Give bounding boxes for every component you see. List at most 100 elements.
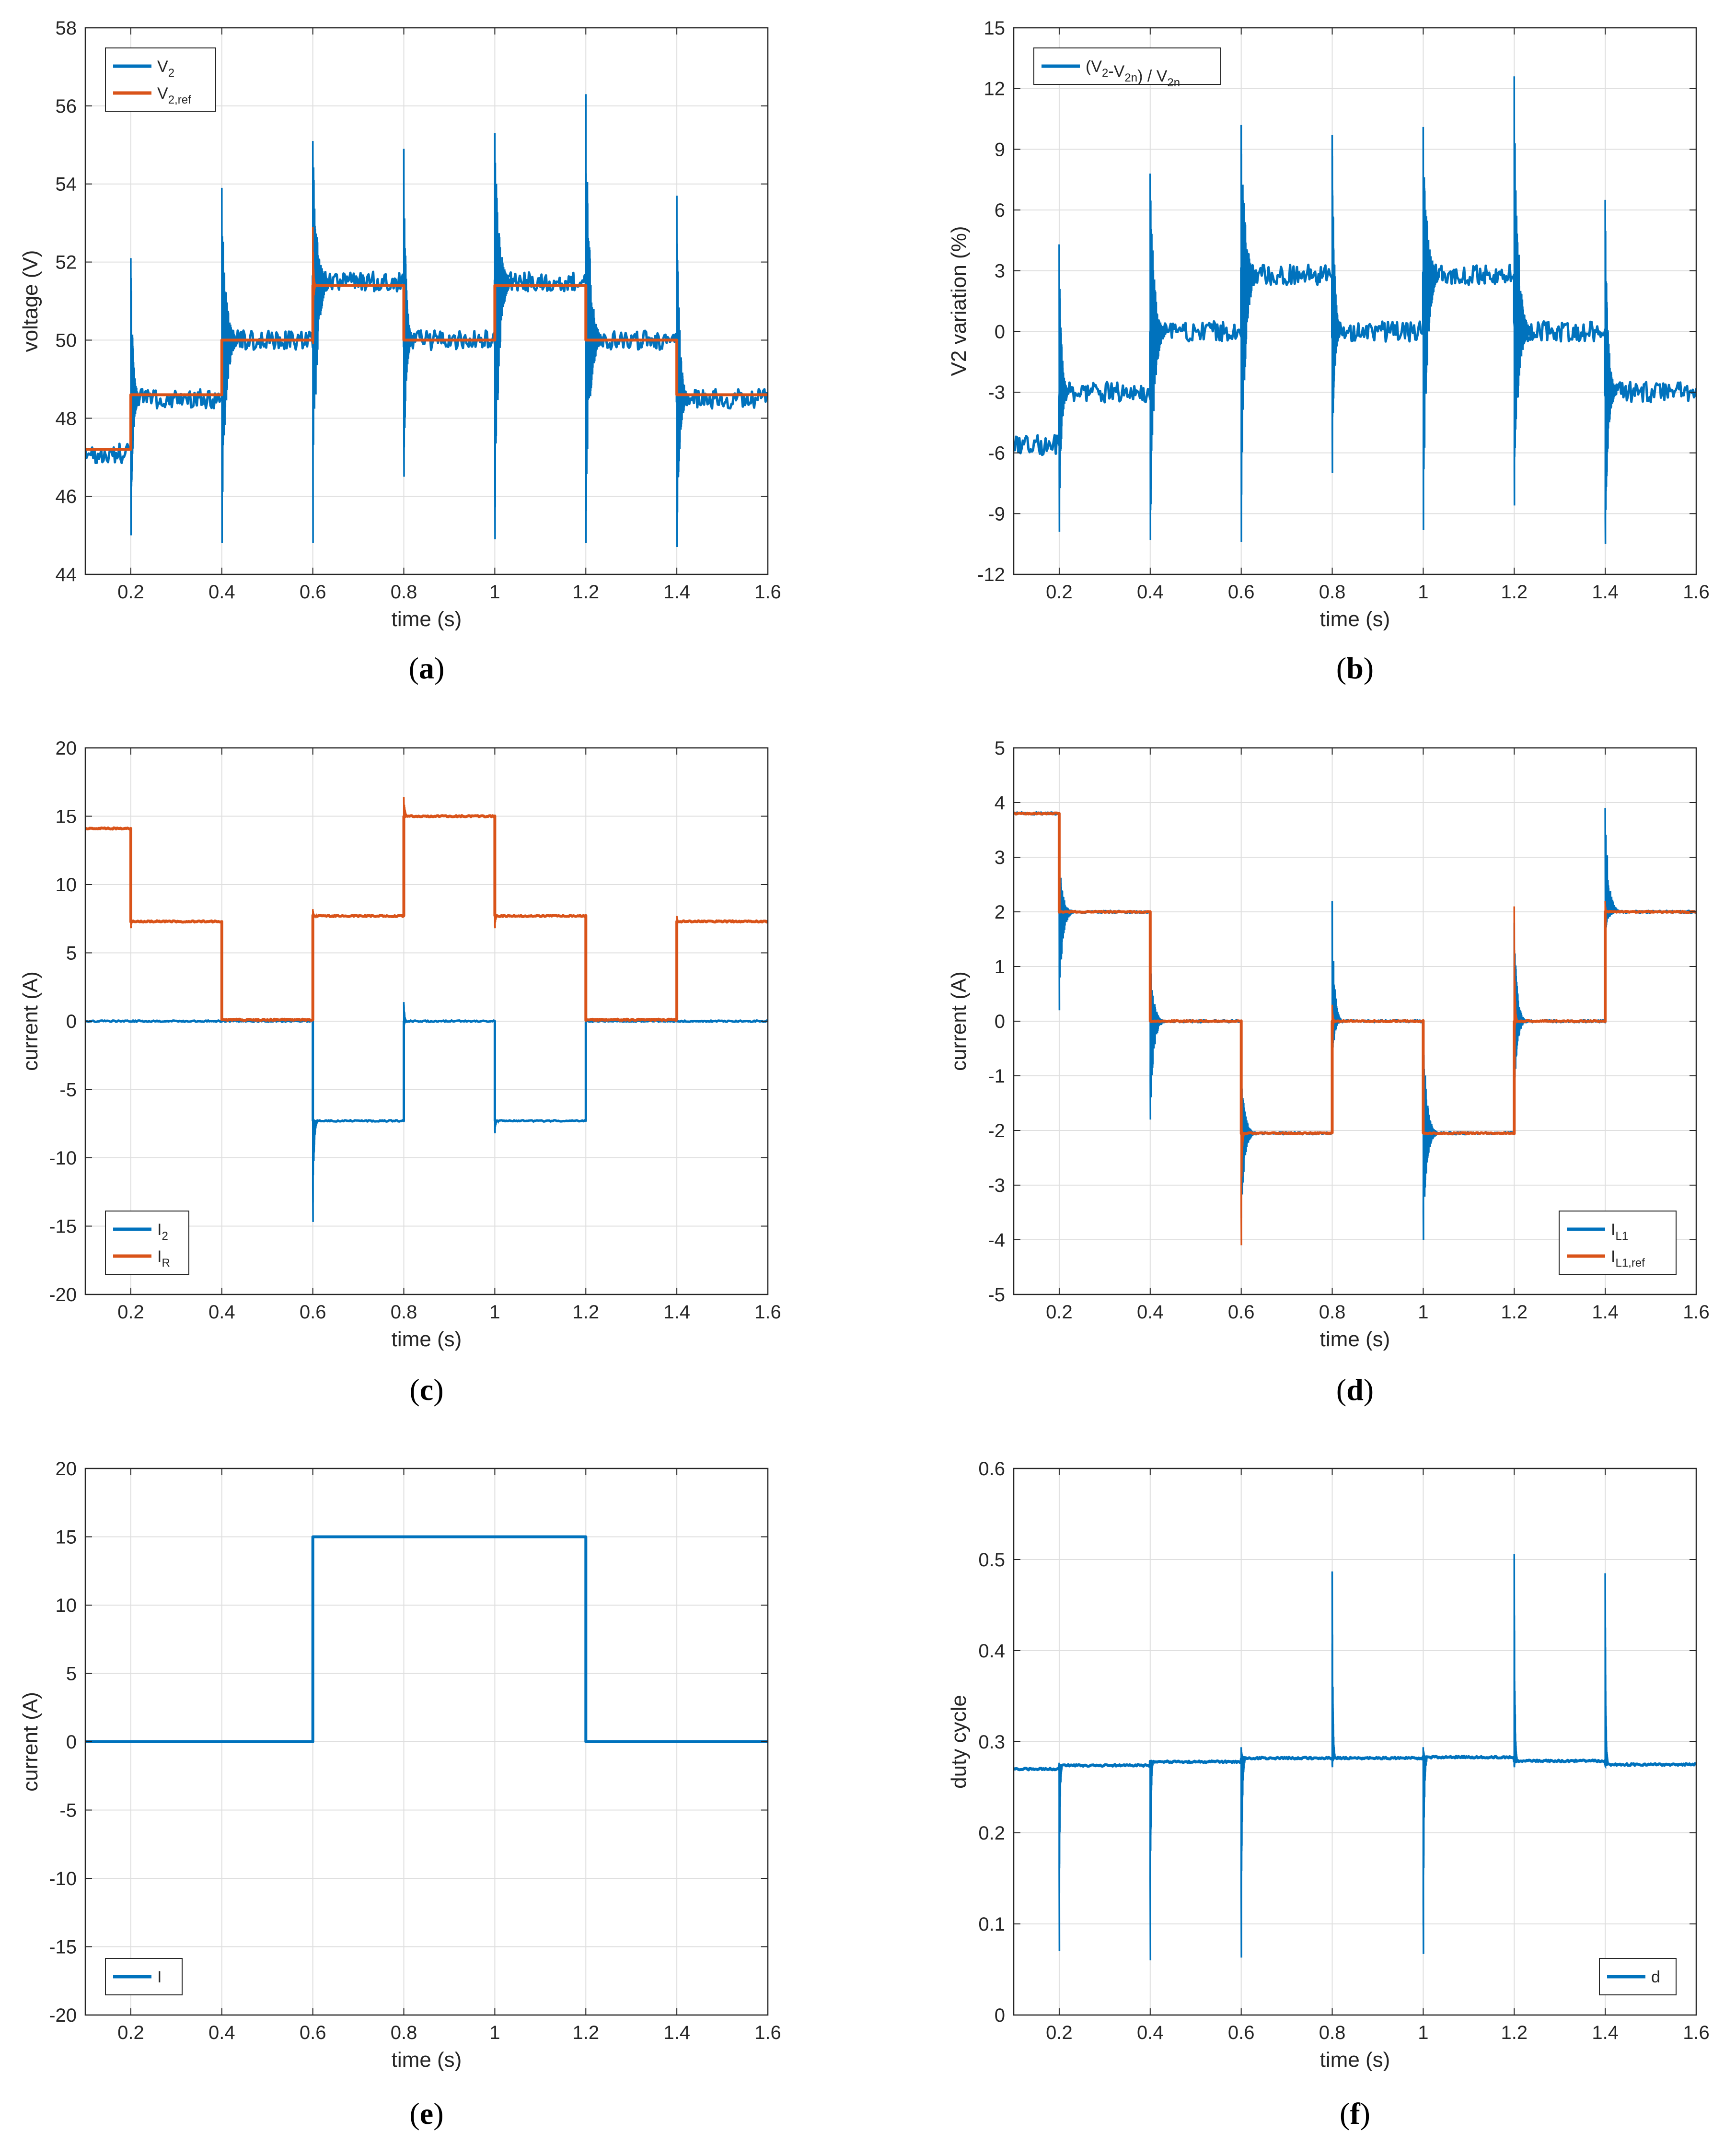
- y-axis-label: voltage (V): [19, 250, 42, 352]
- transient-spike: [1331, 135, 1343, 473]
- y-tick-label: -4: [988, 1230, 1005, 1251]
- x-tick-label: 0.2: [1046, 582, 1073, 603]
- y-tick-label: 5: [66, 1664, 77, 1685]
- x-tick-label: 0.6: [1228, 1302, 1255, 1323]
- transient-spike: [1331, 1004, 1336, 1049]
- x-tick-label: 0.8: [391, 2022, 417, 2043]
- y-tick-label: 15: [56, 1527, 77, 1548]
- transient-spike: [403, 797, 409, 818]
- transient-spike: [1513, 76, 1531, 506]
- y-tick-label: 0: [995, 2005, 1005, 2026]
- x-tick-label: 0.2: [1046, 1302, 1073, 1323]
- x-tick-label: 1.2: [1501, 1302, 1528, 1323]
- legend: V2 V2,ref: [105, 47, 216, 112]
- x-tick-label: 1.2: [572, 582, 599, 603]
- x-axis-label: time (s): [392, 607, 462, 631]
- y-tick-label: 3: [995, 261, 1005, 282]
- y-tick-label: -6: [988, 443, 1005, 464]
- x-tick-label: 0.4: [1137, 1302, 1164, 1323]
- x-tick-label: 1: [489, 582, 500, 603]
- y-axis-label: current (A): [947, 971, 971, 1071]
- y-axis-label: V2 variation (%): [947, 226, 971, 376]
- legend-label: (V2-V2n) / V2n: [1086, 58, 1180, 89]
- x-tick-label: 1.2: [1501, 2022, 1528, 2043]
- transient-spike: [403, 1002, 408, 1028]
- y-tick-label: 0.4: [978, 1641, 1005, 1662]
- transient-spike: [1604, 1573, 1609, 1770]
- chart-f: 0.2 0.4 0.6 0.8 1 1.2 1.4 1.6 0 0.1 0.2 0.3 0.4 0.5 0.…: [947, 1458, 1710, 2131]
- y-tick-label: 48: [56, 408, 77, 429]
- y-tick-label: -5: [59, 1800, 77, 1821]
- transient-spike: [1240, 1747, 1246, 1958]
- series-line-i-2: [85, 1019, 768, 1123]
- y-tick-label: -15: [49, 1216, 77, 1237]
- y-tick-label: 1: [995, 956, 1005, 978]
- y-tick-label: 0: [995, 1011, 1005, 1032]
- legend: d: [1599, 1958, 1677, 1995]
- y-tick-label: 0.6: [978, 1458, 1005, 1479]
- x-tick-label: 0.4: [1137, 582, 1164, 603]
- y-tick-label: 0: [66, 1011, 77, 1032]
- chart-c: 0.2 0.4 0.6 0.8 1 1.2 1.4 1.6 -20 -15 -10 -5 0 5 10 15 2…: [19, 738, 781, 1407]
- legend-label: I2: [157, 1221, 168, 1243]
- series-line-v-2-ref: [85, 284, 768, 451]
- x-tick-label: 1: [489, 2022, 500, 2043]
- x-tick-label: 1.6: [754, 2022, 781, 2043]
- x-axis-label: time (s): [392, 1328, 462, 1351]
- y-tick-label: 56: [56, 96, 77, 117]
- x-tick-label: 0.8: [1319, 582, 1346, 603]
- transient-spike: [1149, 173, 1167, 540]
- x-tick-label: 0.2: [1046, 2022, 1073, 2043]
- legend-box: [105, 1211, 189, 1275]
- transient-spike: [585, 94, 603, 543]
- legend-box: [105, 47, 216, 112]
- y-tick-label: 20: [56, 738, 77, 759]
- x-tick-label: 1.6: [1683, 1302, 1710, 1323]
- y-tick-label: -2: [988, 1120, 1005, 1142]
- y-tick-label: -10: [49, 1148, 77, 1169]
- transient-spike: [494, 910, 499, 929]
- transient-spike: [1058, 1762, 1063, 1952]
- y-tick-label: 6: [995, 200, 1005, 221]
- x-tick-label: 0.4: [208, 1302, 235, 1323]
- y-tick-label: 4: [995, 792, 1005, 814]
- panel-caption: (b): [1336, 651, 1374, 685]
- x-tick-label: 1.4: [663, 1302, 690, 1323]
- series-line-d: [1014, 1755, 1696, 1771]
- y-axis-label: duty cycle: [947, 1695, 971, 1789]
- x-tick-label: 0.6: [300, 1302, 326, 1323]
- series-line-i-r: [85, 814, 768, 1022]
- y-tick-label: 54: [56, 174, 77, 195]
- legend-label: IR: [157, 1247, 170, 1270]
- panel-caption: (d): [1336, 1373, 1374, 1407]
- x-tick-label: 0.2: [117, 582, 144, 603]
- transient-spike: [1604, 901, 1608, 918]
- axes-box: [1013, 27, 1697, 575]
- y-tick-label: 12: [984, 79, 1006, 100]
- transient-spike: [1422, 1747, 1428, 1954]
- y-tick-label: -5: [988, 1284, 1005, 1305]
- transient-spike: [1240, 125, 1258, 542]
- x-tick-label: 1.6: [754, 1302, 781, 1323]
- y-tick-label: -20: [49, 1284, 77, 1305]
- x-tick-label: 0.8: [391, 582, 417, 603]
- x-tick-label: 0.4: [208, 582, 235, 603]
- y-tick-label: 3: [995, 847, 1005, 868]
- transient-spike: [1422, 127, 1440, 530]
- transient-spike: [1149, 1759, 1154, 1961]
- transient-spike: [1058, 244, 1069, 532]
- y-tick-label: 46: [56, 486, 77, 507]
- transient-spike: [1513, 1554, 1518, 1768]
- x-tick-label: 1.4: [663, 2022, 690, 2043]
- y-tick-label: 5: [66, 943, 77, 964]
- y-tick-label: -10: [49, 1868, 77, 1889]
- y-axis-label: current (A): [19, 971, 42, 1071]
- transient-spike: [676, 916, 681, 926]
- series-line-i: [85, 1535, 768, 1743]
- legend-label: V2,ref: [157, 84, 191, 106]
- y-tick-label: 0: [995, 321, 1005, 342]
- series-line--v2-v2n-v2n: [1014, 263, 1696, 456]
- y-tick-label: 0: [66, 1732, 77, 1753]
- x-tick-label: 0.2: [117, 2022, 144, 2043]
